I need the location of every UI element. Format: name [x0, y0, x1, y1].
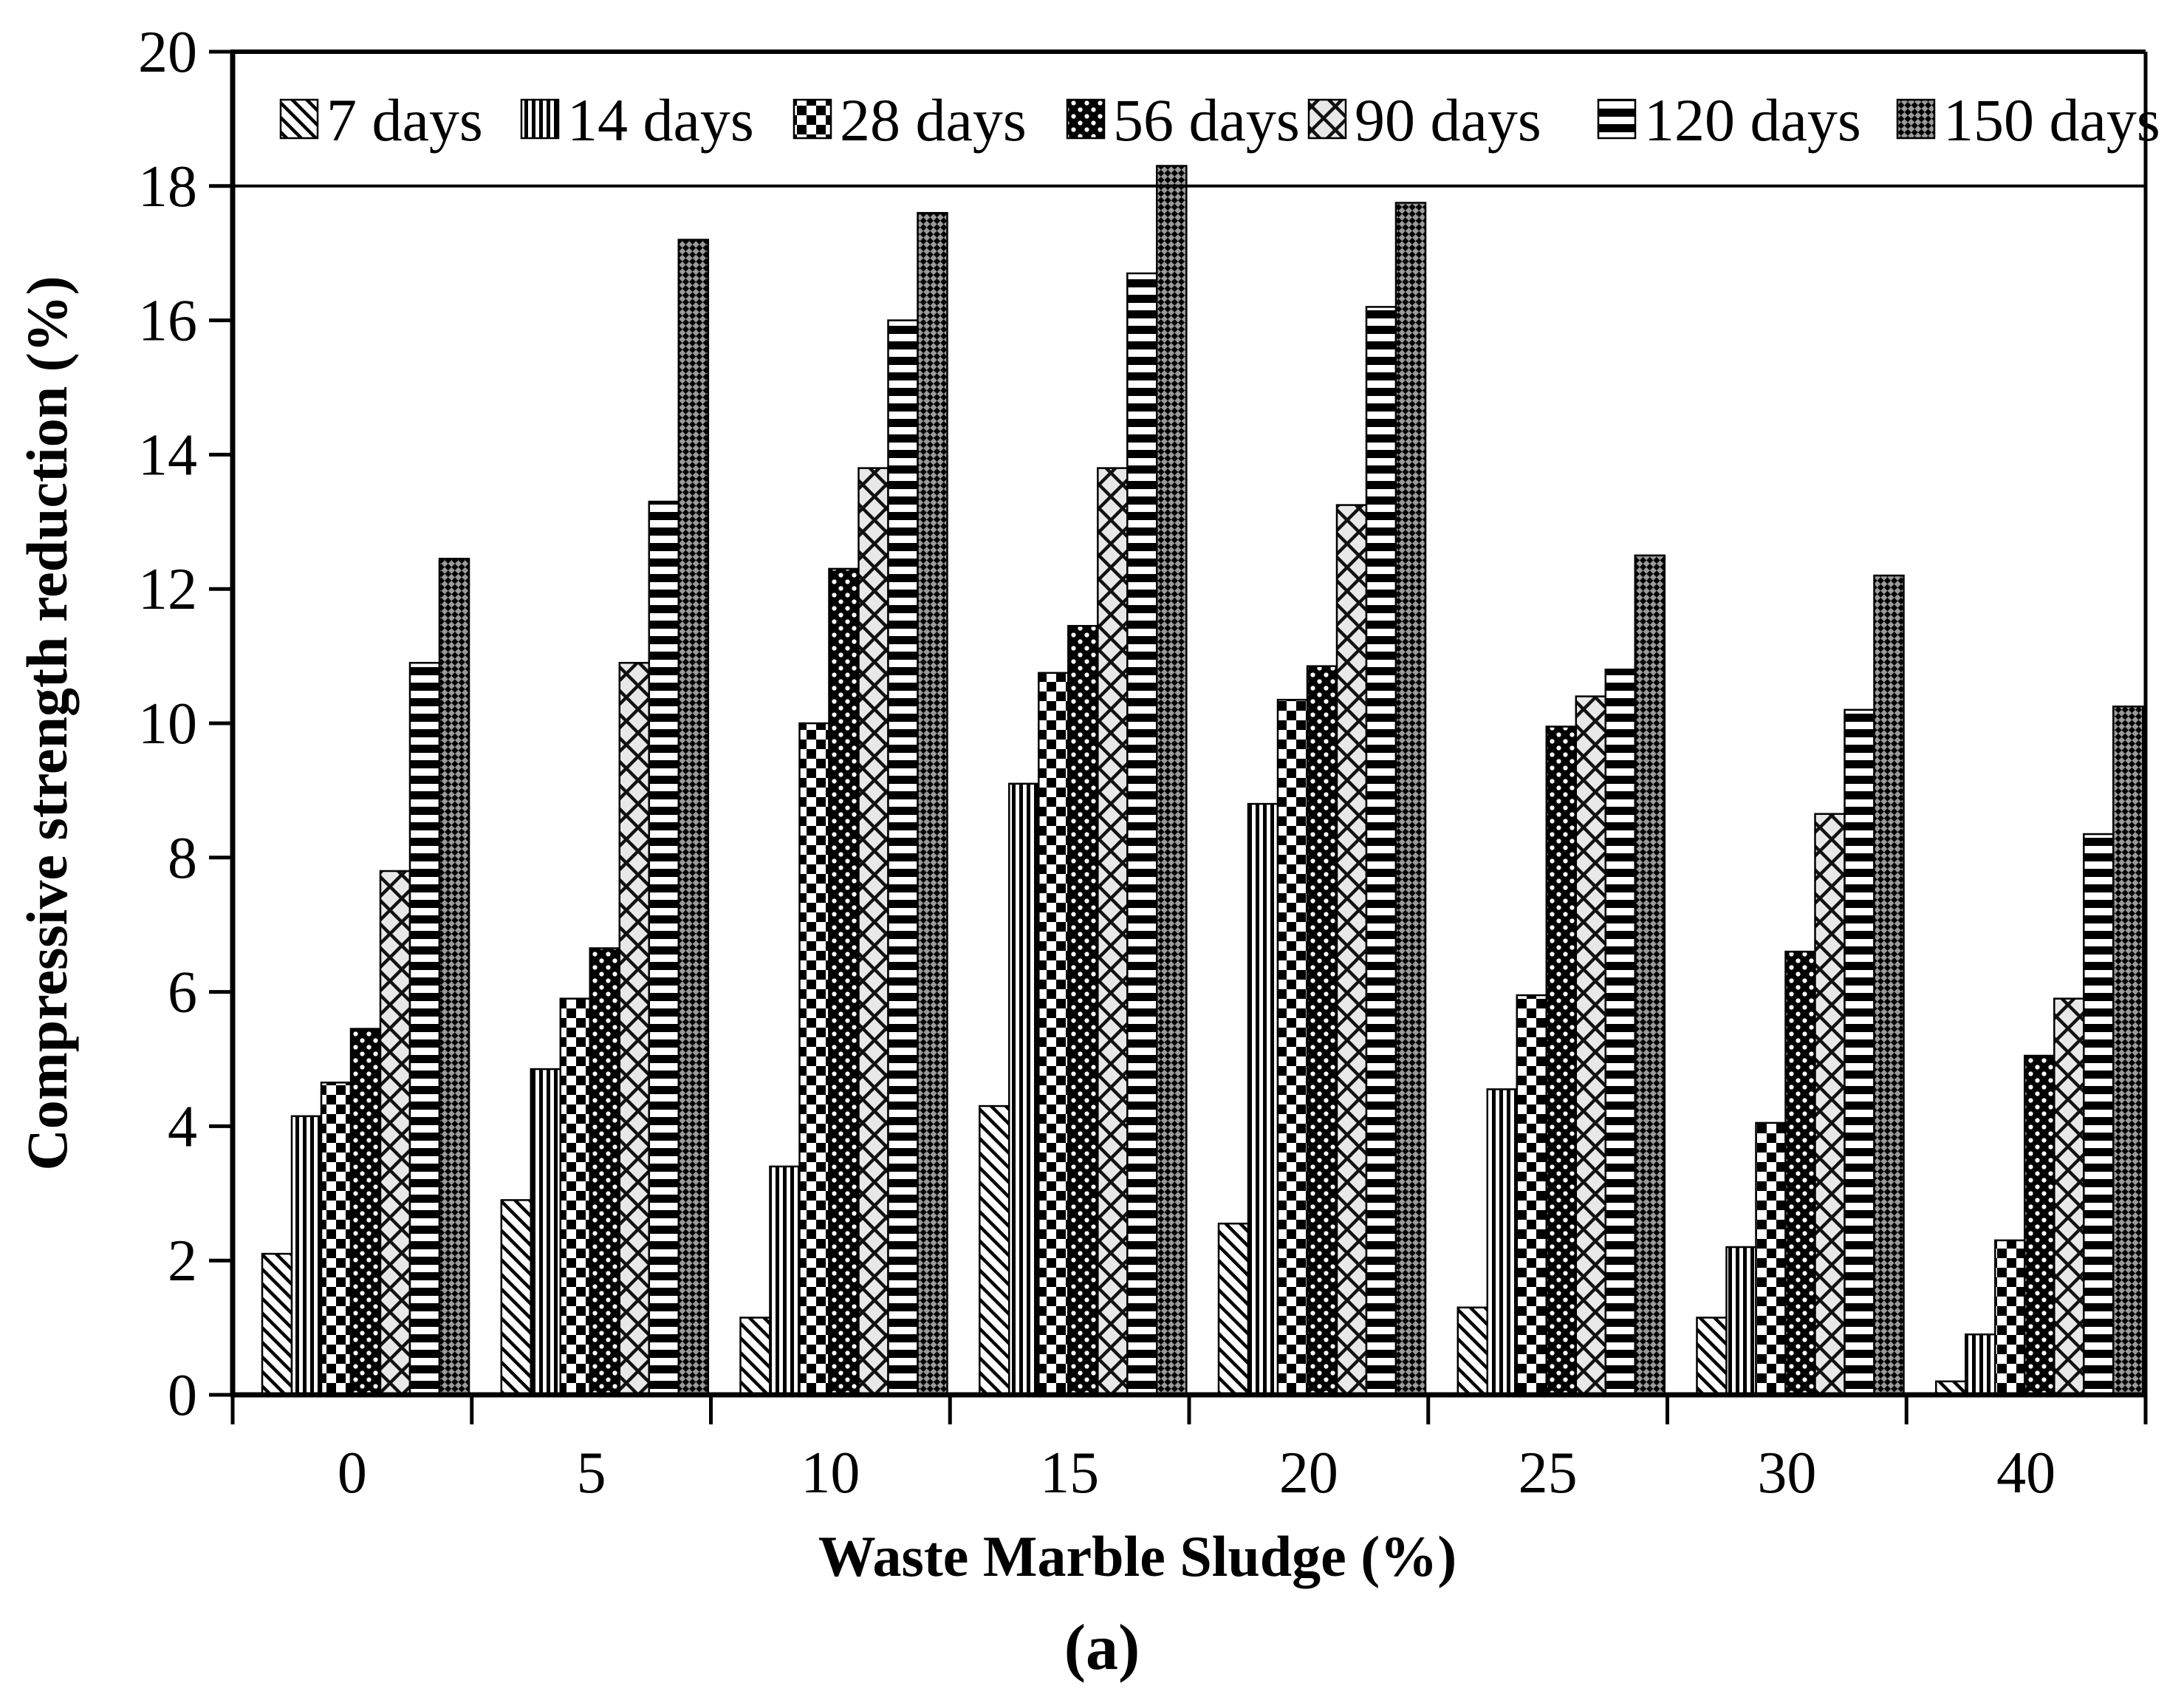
- bar-150days-cat20: [1394, 202, 1427, 1396]
- x-tick-label: 40: [1996, 1441, 2055, 1506]
- bar-90days-cat5: [618, 661, 651, 1396]
- bar-14days-cat15: [1008, 782, 1040, 1396]
- bar-14days-cat20: [1247, 802, 1279, 1396]
- bar-150days-cat25: [1634, 554, 1666, 1396]
- bar-90days-cat15: [1097, 467, 1129, 1396]
- bar-150days-cat30: [1873, 574, 1905, 1396]
- bar-14days-cat0: [290, 1115, 323, 1396]
- legend-label-150days: 150 days: [1943, 86, 2160, 154]
- x-axis-title: Waste Marble Sludge (%): [818, 1524, 1457, 1588]
- bar-7days-cat30: [1696, 1317, 1728, 1396]
- bar-28days-cat20: [1276, 698, 1309, 1396]
- bar-56days-cat40: [2024, 1054, 2055, 1396]
- bar-120days-cat25: [1604, 669, 1637, 1396]
- legend-marker-14days: [520, 98, 560, 140]
- bar-14days-cat5: [530, 1068, 562, 1396]
- x-tick-label: 25: [1519, 1441, 1578, 1506]
- bar-120days-cat20: [1365, 306, 1397, 1396]
- bar-120days-cat30: [1844, 708, 1875, 1396]
- legend-marker-90days: [1307, 98, 1347, 140]
- bar-28days-cat5: [559, 997, 592, 1396]
- figure-caption: (a): [1064, 1612, 1140, 1684]
- legend-label-120days: 120 days: [1644, 86, 1861, 154]
- bar-120days-cat40: [2083, 833, 2115, 1396]
- bar-90days-cat20: [1335, 504, 1368, 1396]
- legend-label-28days: 28 days: [840, 86, 1027, 154]
- y-axis-title: Compressive strength reduction (%): [15, 276, 79, 1171]
- bar-7days-cat15: [979, 1104, 1010, 1396]
- bar-150days-cat15: [1156, 165, 1188, 1396]
- bar-28days-cat10: [798, 722, 830, 1396]
- bar-7days-cat25: [1456, 1306, 1489, 1396]
- y-tick-label: 0: [168, 1363, 197, 1428]
- x-tick-label: 15: [1040, 1441, 1099, 1506]
- y-tick-label: 12: [138, 557, 197, 622]
- bar-90days-cat10: [857, 467, 889, 1396]
- legend-marker-56days: [1066, 98, 1106, 140]
- bar-90days-cat40: [2053, 997, 2085, 1396]
- bar-28days-cat30: [1755, 1121, 1787, 1396]
- bar-90days-cat30: [1814, 813, 1846, 1396]
- bar-28days-cat0: [320, 1082, 352, 1396]
- bar-90days-cat25: [1575, 695, 1607, 1396]
- bar-90days-cat0: [379, 870, 411, 1396]
- bar-14days-cat10: [769, 1165, 801, 1396]
- legend-label-56days: 56 days: [1113, 86, 1300, 154]
- y-tick-label: 10: [138, 692, 197, 757]
- bar-150days-cat5: [677, 239, 710, 1396]
- bar-14days-cat40: [1965, 1333, 1996, 1396]
- x-tick-label: 10: [801, 1441, 860, 1506]
- bar-150days-cat10: [917, 211, 948, 1396]
- bar-14days-cat25: [1486, 1088, 1519, 1396]
- bar-56days-cat25: [1545, 725, 1578, 1396]
- bar-7days-cat0: [261, 1252, 293, 1396]
- bar-120days-cat15: [1126, 272, 1158, 1396]
- x-tick-label: 0: [338, 1441, 367, 1506]
- bar-56days-cat10: [828, 567, 860, 1396]
- bar-56days-cat20: [1306, 665, 1338, 1396]
- bar-120days-cat0: [408, 661, 441, 1396]
- bar-150days-cat0: [438, 558, 470, 1396]
- bar-120days-cat5: [648, 500, 680, 1396]
- bars-layer: [261, 165, 2144, 1396]
- x-tick-label: 5: [577, 1441, 606, 1506]
- legend-label-90days: 90 days: [1355, 86, 1541, 154]
- bar-28days-cat40: [1994, 1239, 2026, 1396]
- legend-marker-150days: [1896, 98, 1936, 140]
- y-tick-label: 16: [138, 289, 197, 354]
- bar-56days-cat15: [1067, 624, 1099, 1396]
- bar-150days-cat40: [2112, 706, 2144, 1396]
- legend-marker-28days: [793, 98, 832, 140]
- bar-56days-cat5: [589, 947, 621, 1396]
- y-tick-label: 6: [168, 960, 197, 1025]
- bar-56days-cat0: [349, 1028, 382, 1396]
- y-tick-label: 2: [168, 1229, 197, 1294]
- y-tick-label: 8: [168, 826, 197, 891]
- y-tick-label: 18: [138, 154, 197, 219]
- bar-56days-cat30: [1784, 950, 1816, 1396]
- bar-28days-cat15: [1038, 672, 1069, 1396]
- bar-28days-cat25: [1516, 994, 1548, 1396]
- x-tick-label: 20: [1279, 1441, 1338, 1506]
- legend-label-7days: 7 days: [326, 86, 483, 154]
- bar-14days-cat30: [1725, 1246, 1757, 1396]
- bar-7days-cat10: [739, 1317, 771, 1396]
- y-tick-label: 20: [138, 20, 197, 85]
- x-tick-label: 30: [1757, 1441, 1816, 1506]
- axes-layer: 0 2 4 6 8 10 12 14 16 18 20 0 5 10 15 20 25 30 40: [138, 20, 2148, 1506]
- legend-label-14days: 14 days: [567, 86, 754, 154]
- bar-7days-cat20: [1217, 1222, 1250, 1396]
- legend-marker-120days: [1597, 98, 1637, 140]
- y-tick-label: 14: [138, 423, 197, 488]
- bar-120days-cat10: [887, 319, 919, 1396]
- y-tick-label: 4: [168, 1094, 197, 1159]
- bar-7days-cat5: [500, 1199, 533, 1396]
- legend-layer: 7 days 14 days 28 days 56 days 90 days 120 da…: [279, 86, 2160, 154]
- legend-marker-7days: [279, 98, 319, 140]
